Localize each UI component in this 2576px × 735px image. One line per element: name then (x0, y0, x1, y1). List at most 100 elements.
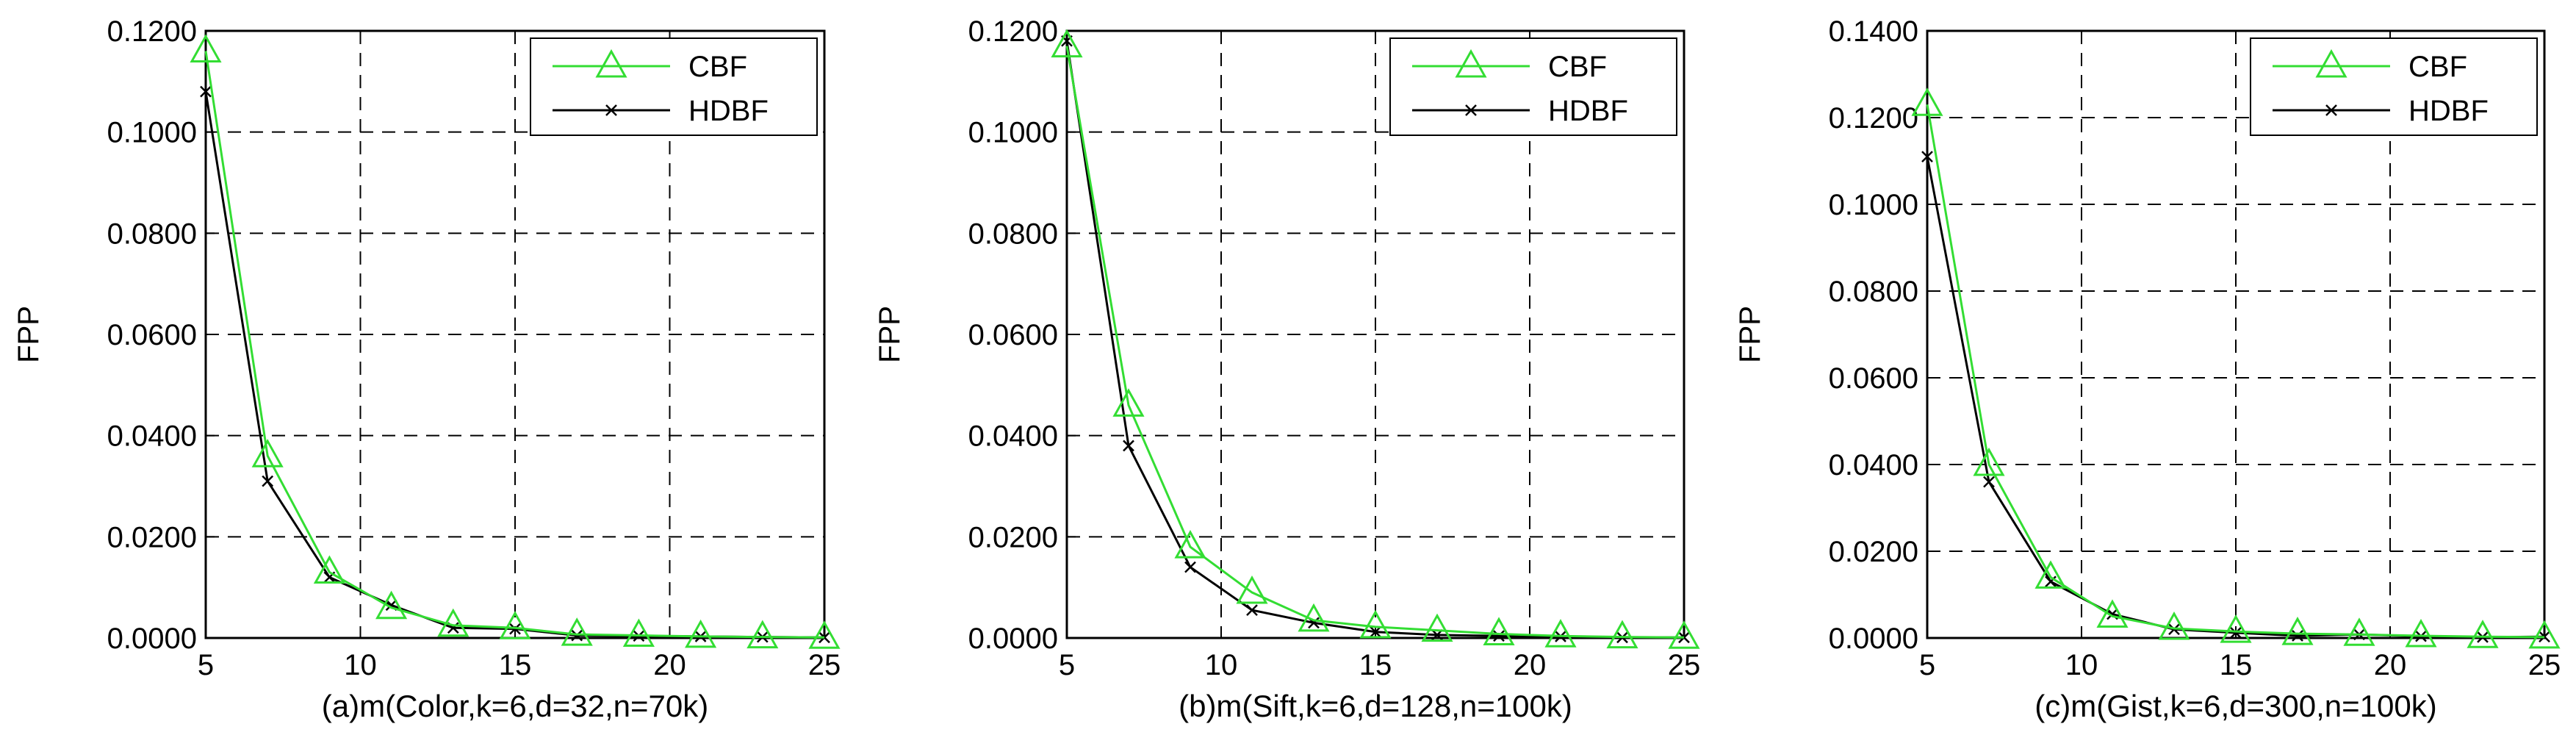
x-tick-label: 5 (1919, 649, 1935, 681)
legend-marker-hdbf (605, 104, 617, 116)
data-point-cbf (685, 619, 717, 648)
legend-label-hdbf: HDBF (1548, 95, 1628, 127)
legend-label-hdbf: HDBF (2408, 95, 2489, 127)
data-point-cbf (1359, 609, 1392, 639)
data-point-hdbf (2230, 627, 2242, 639)
y-axis-label: FPP (12, 306, 45, 363)
data-point-cbf (1298, 603, 1330, 632)
y-tick-label: 0.0400 (1829, 449, 1918, 481)
y-tick-label: 0.0000 (107, 623, 197, 655)
data-point-cbf (1174, 530, 1206, 559)
x-tick-label: 15 (2220, 649, 2253, 681)
legend-box (530, 37, 818, 136)
data-point-cbf (2528, 620, 2561, 649)
data-point-cbf (190, 34, 222, 63)
legend-label-cbf: CBF (2408, 51, 2467, 83)
data-point-hdbf (1123, 440, 1134, 452)
x-axis-label: (a)m(Color,k=6,d=32,n=70k) (322, 689, 708, 723)
legend-marker-hdbf (1465, 104, 1477, 116)
data-point-hdbf (1493, 630, 1505, 642)
data-point-hdbf (1983, 476, 1995, 488)
data-point-cbf (2096, 599, 2129, 628)
data-point-cbf (1544, 619, 1577, 648)
data-point-hdbf (1246, 604, 1258, 617)
chart-panel-2: 5 10 15 20 25 0.0000 0.0200 0.0400 0.0600 0.0800 0… (874, 15, 1700, 723)
data-point-cbf (2281, 617, 2314, 645)
x-tick-label: 15 (1359, 649, 1392, 681)
data-point-cbf (2467, 620, 2499, 648)
data-point-cbf (622, 618, 655, 648)
y-tick-label: 0.0600 (107, 319, 197, 351)
legend-marker-cbf (2315, 49, 2347, 78)
y-tick-label: 0.1200 (1829, 102, 1918, 135)
legend-label-hdbf: HDBF (688, 95, 769, 127)
data-point-hdbf (2292, 630, 2303, 642)
x-tick-label: 25 (2528, 649, 2561, 681)
y-tick-label: 0.0800 (107, 218, 197, 250)
legend-box (2250, 37, 2538, 136)
y-tick-label: 0.0200 (107, 521, 197, 553)
data-point-cbf (1236, 575, 1268, 604)
y-tick-label: 0.1000 (107, 117, 197, 149)
data-point-cbf (1112, 388, 1145, 417)
data-point-hdbf (1370, 625, 1381, 638)
y-tick-label: 0.0200 (968, 521, 1058, 553)
legend: CBF HDBF (2250, 37, 2538, 136)
legend: CBF HDBF (1389, 37, 1677, 136)
y-axis-label: FPP (1734, 306, 1766, 363)
data-point-cbf (1051, 29, 1083, 58)
data-point-hdbf (200, 85, 212, 98)
y-tick-label: 0.1000 (968, 117, 1058, 149)
data-point-cbf (808, 620, 841, 649)
x-tick-label: 20 (2374, 649, 2407, 681)
y-tick-label: 0.0800 (1829, 276, 1918, 308)
x-tick-label: 15 (499, 649, 532, 681)
data-point-cbf (2405, 618, 2437, 648)
x-tick-label: 25 (808, 649, 841, 681)
y-tick-label: 0.0800 (968, 218, 1058, 250)
data-point-hdbf (1921, 151, 1933, 162)
legend-box (1389, 37, 1677, 136)
legend: CBF HDBF (530, 37, 818, 136)
legend-marker-cbf (595, 49, 627, 78)
x-tick-label: 10 (2065, 649, 2098, 681)
x-tick-label: 5 (198, 649, 214, 681)
y-tick-label: 0.0400 (968, 420, 1058, 453)
data-point-cbf (2343, 617, 2375, 646)
data-point-cbf (375, 590, 408, 620)
series-line-cbf (204, 51, 825, 639)
data-point-cbf (437, 608, 469, 637)
series-line-cbf (1926, 104, 2545, 639)
x-tick-label: 25 (1668, 649, 1701, 681)
y-tick-label: 0.1000 (1829, 189, 1918, 221)
y-tick-label: 0.1200 (968, 15, 1058, 48)
data-point-cbf (1911, 87, 1943, 116)
data-point-hdbf (262, 475, 274, 487)
x-tick-label: 10 (344, 649, 377, 681)
data-point-cbf (1606, 620, 1638, 649)
y-tick-label: 0.0400 (107, 420, 197, 453)
x-tick-label: 5 (1059, 649, 1075, 681)
y-tick-label: 0.0200 (1829, 536, 1918, 568)
legend-label-cbf: CBF (1548, 51, 1607, 83)
y-axis-label: FPP (874, 306, 906, 363)
chart-panel-1: 5 10 15 20 25 0.0000 0.0200 0.0400 0.0600 0.0800 0… (12, 15, 841, 723)
data-point-cbf (1668, 620, 1700, 649)
x-tick-label: 10 (1205, 649, 1238, 681)
x-tick-label: 20 (653, 649, 686, 681)
y-tick-label: 0.0600 (1829, 362, 1918, 395)
data-point-cbf (1973, 447, 2005, 476)
data-point-cbf (313, 555, 345, 584)
data-point-cbf (251, 439, 284, 467)
data-point-cbf (1483, 617, 1515, 645)
x-axis-label: (c)m(Gist,k=6,d=300,n=100k) (2034, 689, 2436, 723)
y-tick-label: 0.0000 (1829, 623, 1918, 655)
data-point-cbf (746, 620, 779, 649)
data-point-cbf (2158, 611, 2190, 640)
chart-panel-3: 5 10 15 20 25 0.0000 0.0200 0.0400 0.0600 0.0800 0… (1734, 15, 2561, 723)
x-tick-label: 20 (1514, 649, 1547, 681)
legend-marker-hdbf (2325, 104, 2337, 116)
x-axis-label: (b)m(Sift,k=6,d=128,n=100k) (1179, 689, 1572, 723)
data-point-cbf (1421, 613, 1453, 642)
